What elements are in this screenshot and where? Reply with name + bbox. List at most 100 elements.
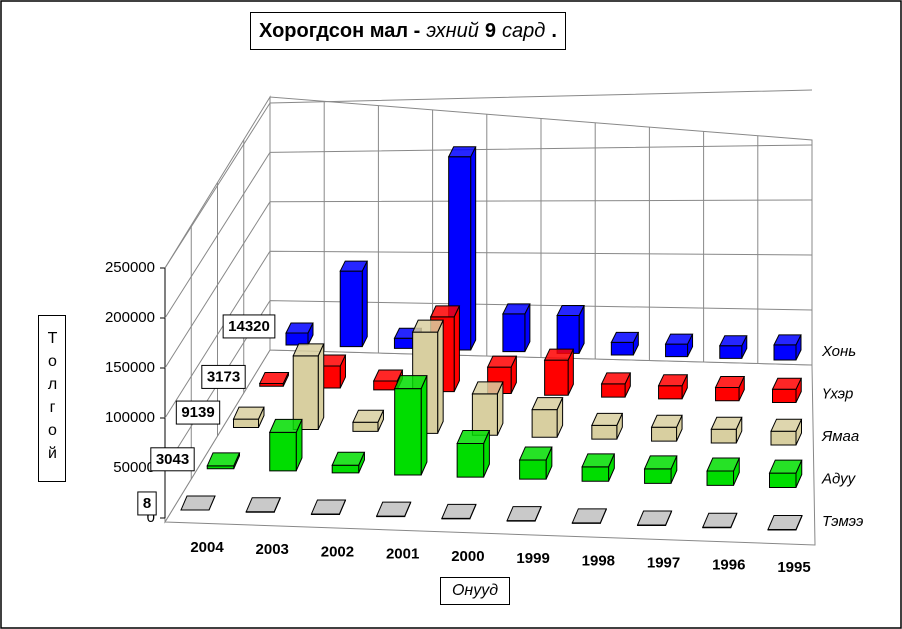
x-tick-label: 2003 bbox=[256, 541, 289, 558]
bar bbox=[372, 369, 404, 391]
grid-line bbox=[164, 89, 813, 269]
bar bbox=[232, 406, 265, 428]
bar-top bbox=[706, 457, 741, 472]
bar-front bbox=[706, 470, 735, 486]
bar-front bbox=[715, 386, 740, 402]
x-tick-label: 1997 bbox=[647, 555, 680, 572]
bar bbox=[310, 499, 347, 515]
bar bbox=[285, 322, 314, 346]
bar bbox=[531, 397, 564, 438]
bar-top bbox=[768, 459, 803, 474]
bar bbox=[770, 418, 803, 446]
bar bbox=[610, 331, 640, 356]
chart-title: Хорогдсон мал - эхний 9 сард . bbox=[250, 12, 566, 50]
data-label-box bbox=[222, 314, 276, 339]
bar-top bbox=[447, 146, 477, 158]
bar bbox=[502, 303, 531, 353]
x-axis-title: Онууд bbox=[440, 577, 510, 605]
y-axis-title: Толгой bbox=[38, 315, 66, 482]
bar-top bbox=[456, 429, 491, 444]
bar bbox=[706, 457, 741, 486]
bar bbox=[710, 416, 743, 444]
bar-front bbox=[772, 388, 797, 403]
bar-front bbox=[651, 426, 678, 442]
bar-front bbox=[556, 315, 580, 354]
bar-front bbox=[233, 418, 259, 428]
bar-side bbox=[453, 305, 460, 392]
data-label-box bbox=[150, 447, 195, 472]
y-tick-label: 250000 bbox=[105, 259, 155, 276]
bar-front bbox=[719, 345, 743, 359]
bar bbox=[771, 377, 803, 403]
bar-front bbox=[591, 424, 618, 440]
bar bbox=[591, 412, 624, 440]
bar bbox=[767, 515, 803, 531]
bar-front bbox=[285, 332, 309, 346]
bar-top bbox=[339, 260, 369, 272]
bar-front bbox=[352, 421, 379, 432]
bar-top bbox=[331, 451, 366, 466]
legend-label: Ямаа bbox=[821, 428, 859, 445]
x-tick-label: 2004 bbox=[190, 539, 224, 556]
bar-front bbox=[531, 409, 558, 438]
legend-label: Адуу bbox=[821, 470, 857, 487]
bar-top bbox=[773, 334, 802, 346]
bar-front bbox=[394, 388, 422, 476]
bar-front bbox=[769, 472, 797, 488]
bar-side bbox=[317, 343, 325, 430]
legend-label: Үхэр bbox=[822, 385, 853, 402]
bar-top bbox=[310, 499, 347, 515]
x-tick-label: 2001 bbox=[386, 546, 419, 563]
bar-top bbox=[502, 303, 531, 315]
bar-front bbox=[292, 355, 319, 430]
bar-top bbox=[245, 497, 281, 513]
bar-top bbox=[571, 508, 608, 524]
bar-front bbox=[269, 431, 297, 472]
legend-label: Хонь bbox=[821, 343, 856, 360]
bar-top bbox=[372, 369, 404, 382]
bar-front bbox=[665, 343, 689, 358]
y-tick-label: 100000 bbox=[105, 409, 155, 426]
bar-top bbox=[718, 335, 748, 347]
bar-top bbox=[232, 406, 265, 420]
bar-top bbox=[486, 355, 518, 368]
y-tick-label: 200000 bbox=[105, 309, 155, 326]
bar-top bbox=[411, 319, 444, 333]
data-label: 14320 bbox=[228, 318, 270, 335]
bar-top bbox=[556, 305, 585, 317]
bar-top bbox=[636, 510, 673, 526]
bar bbox=[292, 343, 325, 430]
bar-top bbox=[531, 397, 564, 411]
bar bbox=[506, 506, 542, 522]
bar-top bbox=[441, 503, 477, 519]
data-label: 8 bbox=[143, 495, 151, 512]
bar bbox=[556, 305, 585, 354]
y-tick-label: 50000 bbox=[113, 459, 155, 476]
bar-top bbox=[600, 372, 632, 385]
bar-top bbox=[518, 446, 553, 461]
bar-front bbox=[601, 383, 626, 398]
bar bbox=[258, 371, 290, 387]
bar-front bbox=[519, 459, 547, 480]
bar-top bbox=[643, 455, 678, 470]
bar bbox=[702, 512, 738, 529]
bar-front bbox=[658, 385, 683, 400]
data-label-box bbox=[137, 491, 157, 516]
bar bbox=[393, 375, 428, 476]
bar-top bbox=[610, 331, 640, 343]
bar bbox=[714, 375, 746, 402]
title-part: 9 bbox=[484, 19, 497, 42]
bar-top bbox=[710, 416, 743, 430]
y-tick-label: 0 bbox=[147, 509, 155, 526]
bar-top bbox=[352, 409, 385, 423]
title-part: эхний bbox=[426, 19, 479, 42]
bar-front bbox=[373, 380, 398, 391]
bar-top bbox=[581, 453, 616, 468]
data-label: 3043 bbox=[156, 451, 189, 468]
bar-top bbox=[285, 322, 314, 334]
x-tick-label: 1998 bbox=[582, 552, 615, 569]
grid-line bbox=[164, 250, 813, 419]
bar-side bbox=[437, 319, 444, 434]
bar-front bbox=[644, 468, 672, 484]
